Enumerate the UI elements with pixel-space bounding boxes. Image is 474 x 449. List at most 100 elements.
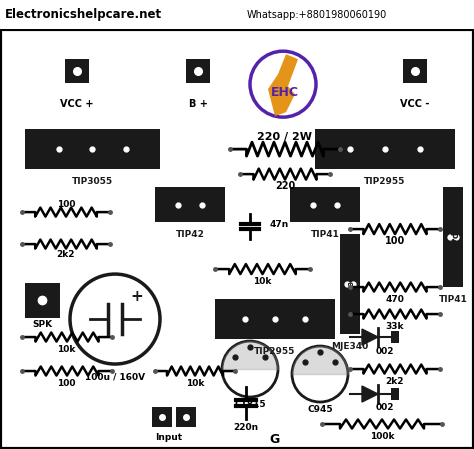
Bar xyxy=(65,274,80,339)
Text: 100: 100 xyxy=(57,379,75,387)
Bar xyxy=(443,187,463,287)
Bar xyxy=(20,124,185,142)
Bar xyxy=(148,402,198,417)
Bar xyxy=(152,407,172,427)
Bar xyxy=(150,264,400,279)
Bar xyxy=(150,199,235,214)
Text: C1815: C1815 xyxy=(234,400,266,409)
Text: 10k: 10k xyxy=(186,379,204,387)
Text: TIP3055: TIP3055 xyxy=(72,177,113,186)
Bar xyxy=(440,344,455,444)
Text: 33k: 33k xyxy=(386,321,404,330)
Bar xyxy=(285,184,303,274)
Text: +: + xyxy=(130,289,143,304)
Text: B +: B + xyxy=(189,99,208,109)
Bar xyxy=(150,404,168,444)
Bar xyxy=(163,124,185,179)
Bar xyxy=(268,91,286,131)
Text: 2k2: 2k2 xyxy=(386,377,404,386)
Text: VCC +: VCC + xyxy=(60,99,94,109)
Text: 470: 470 xyxy=(385,295,404,304)
Bar xyxy=(440,184,455,384)
Circle shape xyxy=(222,341,278,397)
Bar xyxy=(315,129,455,169)
Bar xyxy=(260,47,320,65)
Bar xyxy=(390,47,455,65)
Text: 100: 100 xyxy=(57,200,75,209)
Text: 220: 220 xyxy=(275,181,295,191)
Polygon shape xyxy=(362,386,378,402)
Text: 100k: 100k xyxy=(370,431,394,440)
Bar xyxy=(20,279,65,324)
Text: 220 / 2W: 220 / 2W xyxy=(257,132,312,142)
Bar xyxy=(65,274,115,289)
Bar xyxy=(20,334,140,349)
Polygon shape xyxy=(362,329,378,345)
Bar xyxy=(20,47,100,65)
Text: TIP41: TIP41 xyxy=(310,230,339,239)
Bar xyxy=(391,388,399,400)
Bar xyxy=(442,124,460,179)
Polygon shape xyxy=(268,54,298,116)
Text: EHC: EHC xyxy=(271,86,299,99)
Text: 002: 002 xyxy=(376,402,394,412)
Circle shape xyxy=(250,51,316,117)
Text: B -: B - xyxy=(271,99,285,109)
Bar xyxy=(310,394,440,409)
Bar xyxy=(55,49,100,94)
Bar xyxy=(285,184,375,199)
Circle shape xyxy=(70,274,160,364)
Bar xyxy=(160,47,230,65)
Text: VCC -: VCC - xyxy=(401,99,430,109)
Bar xyxy=(440,184,455,304)
Bar xyxy=(150,334,325,349)
Bar xyxy=(391,331,399,343)
Text: 220n: 220n xyxy=(233,423,258,431)
Bar xyxy=(25,129,160,169)
Bar xyxy=(55,91,100,121)
Bar xyxy=(310,124,460,142)
Bar xyxy=(310,124,328,179)
Bar xyxy=(20,47,38,127)
Bar xyxy=(403,59,427,83)
Text: MJE340: MJE340 xyxy=(331,342,369,351)
Bar xyxy=(125,334,140,389)
Text: 10k: 10k xyxy=(253,277,271,286)
Bar xyxy=(20,369,140,384)
Circle shape xyxy=(292,346,348,402)
Bar xyxy=(238,384,253,439)
Bar xyxy=(178,49,218,94)
Text: TIP2955: TIP2955 xyxy=(255,347,296,356)
Bar xyxy=(186,59,210,83)
Bar xyxy=(150,369,325,384)
Bar xyxy=(30,159,180,197)
Bar xyxy=(345,344,440,359)
Text: TIP41: TIP41 xyxy=(447,225,456,249)
Bar xyxy=(268,49,308,94)
Bar xyxy=(345,274,440,289)
Text: TIP41: TIP41 xyxy=(438,295,467,304)
Bar xyxy=(20,124,38,179)
Bar xyxy=(285,274,385,289)
Bar xyxy=(415,184,460,199)
Text: 10k: 10k xyxy=(57,344,75,353)
Bar xyxy=(215,184,235,234)
Bar xyxy=(345,329,440,344)
Bar xyxy=(398,49,438,94)
Bar xyxy=(150,229,400,244)
Bar xyxy=(415,279,460,294)
Bar xyxy=(150,299,270,314)
Text: TIP2955: TIP2955 xyxy=(365,177,406,186)
Text: SPK: SPK xyxy=(32,320,52,329)
Bar xyxy=(65,59,89,83)
Bar xyxy=(338,229,388,244)
Text: C945: C945 xyxy=(307,405,333,414)
Bar xyxy=(355,184,375,234)
Bar xyxy=(270,204,285,304)
Bar xyxy=(310,419,445,434)
Bar xyxy=(338,344,388,359)
Bar xyxy=(20,224,35,274)
Bar xyxy=(175,404,193,444)
Bar xyxy=(340,234,360,334)
Text: 2k2: 2k2 xyxy=(57,250,75,259)
